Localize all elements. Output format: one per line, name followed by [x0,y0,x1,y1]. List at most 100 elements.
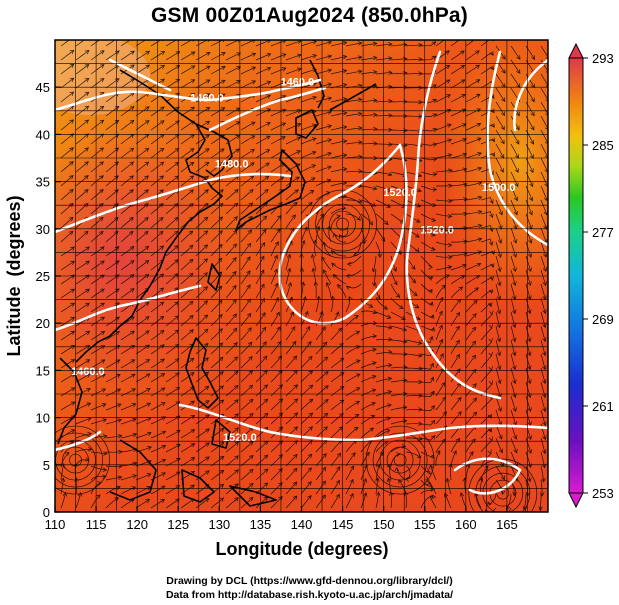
wind-arrow [234,189,239,194]
wind-arrow [342,139,348,144]
wind-arrow [234,497,239,502]
wind-arrow [221,52,226,57]
streamline [135,402,151,411]
streamline [225,216,238,229]
wind-arrow [458,286,464,291]
x-axis-ticks: 110 115 120 125 130 135 140 145 150 155 160 165 [45,506,518,532]
wind-arrow [190,484,195,489]
streamline [60,50,75,61]
streamline [375,241,381,258]
streamline [435,199,452,202]
wind-arrow [388,337,393,342]
streamline [450,275,465,285]
wind-arrow [312,54,318,59]
wind-arrow [384,220,389,226]
streamline [75,119,89,131]
streamline [450,213,468,215]
wind-arrow [70,401,76,406]
wind-arrow [498,448,503,454]
wind-arrow [294,189,299,194]
wind-arrow [248,202,254,207]
streamline [180,107,195,117]
streamline [315,41,332,47]
streamline [240,149,255,159]
wind-arrow [292,467,298,473]
streamline [360,492,367,509]
wind-arrow [531,55,536,61]
wind-arrow [490,123,495,128]
wind-arrow [100,50,105,55]
streamline [105,331,120,341]
wind-arrow [512,281,517,287]
wind-arrow [144,316,150,321]
wind-arrow [327,68,333,73]
streamline [345,427,359,439]
streamline [390,185,407,192]
streamline [210,230,223,243]
streamline [90,374,106,383]
streamline [180,372,195,383]
wind-arrow [460,275,466,280]
streamline [375,464,380,481]
wind-arrow [188,230,194,236]
streamline [120,78,135,89]
streamline [105,486,121,495]
streamline [428,479,437,495]
streamline [75,189,89,201]
wind-arrow [204,371,210,376]
streamline [495,381,501,398]
wind-arrow [234,469,239,474]
streamline [345,156,362,159]
wind-arrow [189,357,195,363]
streamline [210,442,225,453]
wind-arrow [527,267,532,272]
wind-arrow [488,351,493,357]
wind-arrow [235,135,241,140]
streamline [165,498,180,509]
streamline [135,51,150,61]
streamline [330,386,345,397]
wind-arrow [117,418,123,423]
wind-arrow [463,197,468,202]
streamline [165,245,179,257]
streamline [345,479,354,495]
wind-arrow [500,111,505,117]
streamline [540,241,547,258]
streamline [420,227,436,236]
streamline [420,420,436,426]
streamline [450,40,460,47]
wind-arrow [190,65,196,70]
wind-arrow [542,365,547,371]
wind-arrow [388,42,393,47]
streamline [495,255,501,272]
wind-arrow [448,213,453,219]
streamline [420,283,433,293]
wind-arrow [512,379,517,385]
streamline [540,283,546,300]
streamline [375,417,391,425]
streamline [135,330,150,341]
streamline [135,148,149,159]
streamline [524,507,527,512]
wind-arrow [402,327,408,332]
streamline [255,468,268,481]
wind-arrow [262,215,268,220]
streamline [135,217,149,229]
wind-arrow [264,175,270,181]
y-axis-label: Latitude (degrees) [4,195,24,356]
streamline [210,216,223,229]
streamline [430,464,437,481]
streamline [240,399,254,411]
wind-arrow [500,139,505,145]
streamline [314,240,317,257]
wind-arrow [397,250,402,256]
streamline [465,263,481,271]
streamline [195,470,210,481]
streamline [60,274,75,285]
wind-arrow [144,147,150,153]
wind-arrow [430,405,435,410]
streamline [315,494,326,509]
streamline [345,315,359,327]
wind-arrow [394,466,399,472]
